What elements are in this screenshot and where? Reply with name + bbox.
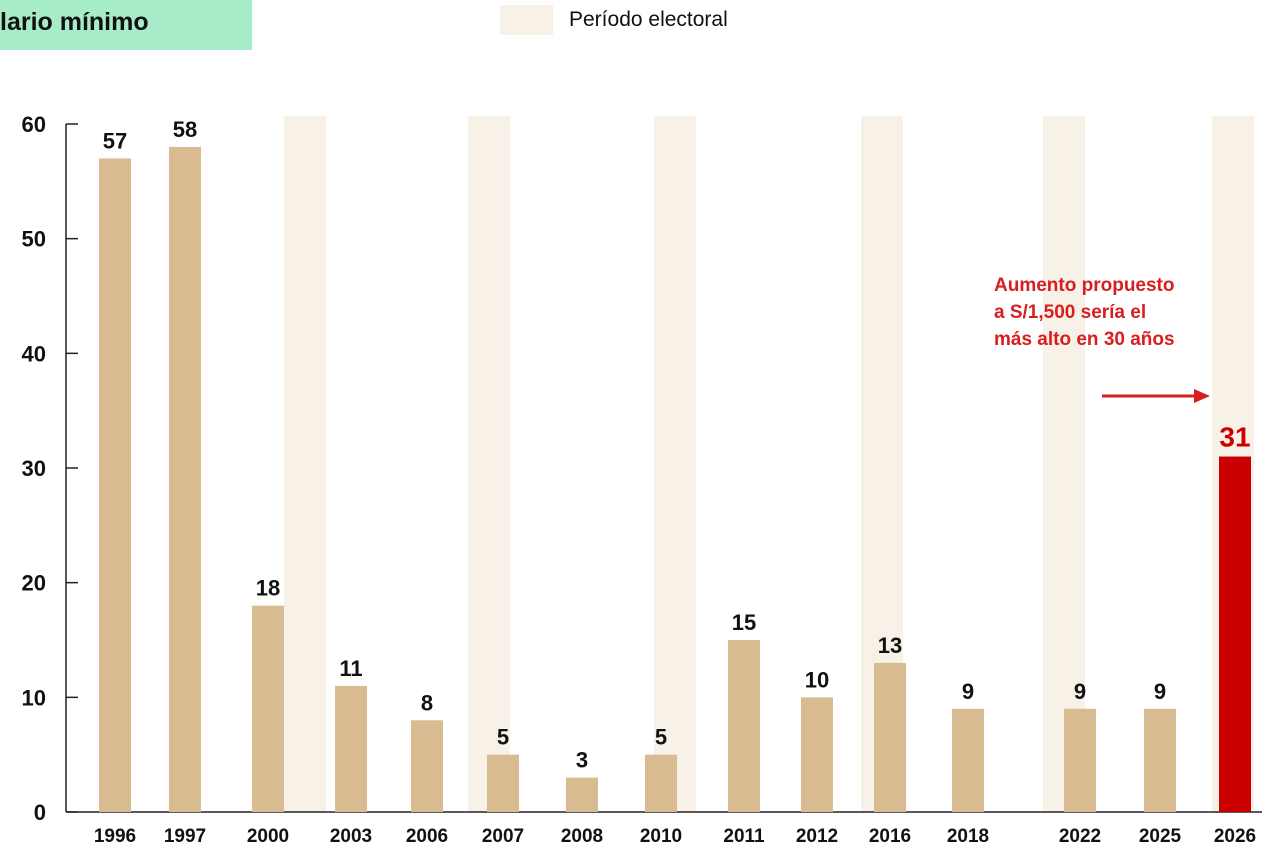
electoral-band-2021 <box>1043 116 1085 812</box>
bar-2007 <box>487 754 519 812</box>
x-tick-label-2000: 2000 <box>247 826 289 847</box>
y-tick-label-60: 60 <box>22 112 46 137</box>
electoral-band-2011 <box>654 116 696 812</box>
x-tick-label-2007: 2007 <box>482 826 524 847</box>
data-label-2016: 13 <box>878 633 902 658</box>
bar-1996 <box>99 158 131 812</box>
electoral-band-2006 <box>468 116 510 812</box>
y-tick-label-30: 30 <box>22 456 46 481</box>
x-tick-label-1996: 1996 <box>94 826 136 847</box>
bar-2025 <box>1144 708 1176 812</box>
annotation-line-3: más alto en 30 años <box>994 329 1175 350</box>
x-tick-label-2011: 2011 <box>723 826 765 847</box>
annotation-line-2: a S/1,500 sería el <box>994 302 1147 323</box>
bar-2003 <box>335 685 367 812</box>
legend-label: Período electoral <box>569 8 728 31</box>
data-label-2010: 5 <box>655 725 667 750</box>
electoral-band-2001 <box>284 116 326 812</box>
data-label-2006: 8 <box>421 690 433 715</box>
x-tick-label-2016: 2016 <box>869 826 911 847</box>
data-label-2008: 3 <box>576 748 588 773</box>
y-tick-label-0: 0 <box>34 800 46 825</box>
bar-2016 <box>874 662 906 812</box>
data-label-2003: 11 <box>339 656 362 681</box>
y-tick-label-40: 40 <box>22 341 46 366</box>
annotation-arrow <box>1102 389 1210 403</box>
bar-1997 <box>169 146 201 812</box>
data-label-2007: 5 <box>497 725 509 750</box>
x-tick-label-2018: 2018 <box>947 826 989 847</box>
legend-swatch-electoral <box>500 5 553 35</box>
y-tick-label-10: 10 <box>22 685 46 710</box>
legend: Período electoral <box>500 5 728 35</box>
x-tick-label-2022: 2022 <box>1059 826 1101 847</box>
bar-2018 <box>952 708 984 812</box>
data-label-1996: 57 <box>103 128 127 153</box>
bar-2010 <box>645 754 677 812</box>
y-tick-label-20: 20 <box>22 571 46 596</box>
chart-title: lario mínimo <box>0 8 149 36</box>
x-tick-label-2012: 2012 <box>796 826 838 847</box>
x-tick-label-1997: 1997 <box>164 826 206 847</box>
title-box: lario mínimo <box>0 0 252 50</box>
bar-2008 <box>566 777 598 812</box>
x-tick-label-2003: 2003 <box>330 826 372 847</box>
bar-2022 <box>1064 708 1096 812</box>
bar-2026 <box>1219 456 1251 812</box>
annotation-line-1: Aumento propuesto <box>994 275 1175 296</box>
x-tick-label-2006: 2006 <box>406 826 448 847</box>
data-label-2012: 10 <box>805 667 829 692</box>
bar-2000 <box>252 605 284 812</box>
bar-2011 <box>728 640 760 812</box>
data-label-2018: 9 <box>962 679 974 704</box>
bar-2012 <box>801 697 833 812</box>
data-label-2022: 9 <box>1074 679 1086 704</box>
x-tick-label-2010: 2010 <box>640 826 682 847</box>
y-tick-label-50: 50 <box>22 227 46 252</box>
data-label-2000: 18 <box>256 576 280 601</box>
data-label-2025: 9 <box>1154 679 1166 704</box>
data-label-2026: 31 <box>1219 422 1250 453</box>
x-tick-label-2025: 2025 <box>1139 826 1182 847</box>
x-tick-label-2026: 2026 <box>1214 826 1256 847</box>
x-tick-label-2008: 2008 <box>561 826 603 847</box>
annotation: Aumento propuesto a S/1,500 sería el más… <box>994 272 1224 353</box>
bar-2006 <box>411 720 443 812</box>
data-label-2011: 15 <box>732 610 756 635</box>
data-label-1997: 58 <box>173 117 197 142</box>
